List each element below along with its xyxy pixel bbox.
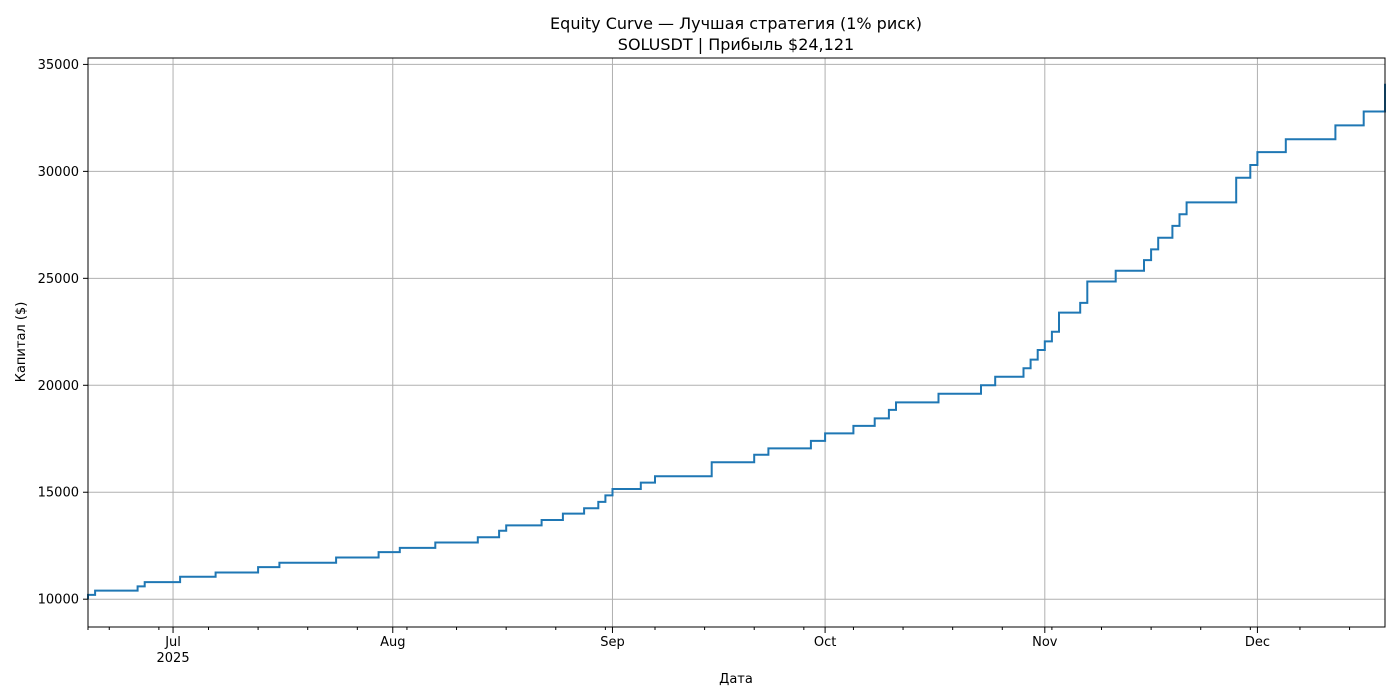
- x-tick-label: Jul: [164, 635, 181, 650]
- y-tick-label: 10000: [38, 593, 79, 608]
- equity-series-line: [87, 83, 1386, 600]
- x-axis-label: Дата: [719, 672, 753, 687]
- y-tick-label: 15000: [38, 486, 79, 501]
- x-tick-label: Aug: [380, 635, 405, 650]
- chart-subtitle: SOLUSDT | Прибыль $24,121: [618, 35, 854, 54]
- x-tick-label: Sep: [600, 635, 625, 650]
- x-tick-label: Nov: [1032, 635, 1058, 650]
- y-axis-label: Капитал ($): [14, 302, 29, 383]
- y-tick-label: 25000: [38, 272, 79, 287]
- x-tick-label: Dec: [1245, 635, 1270, 650]
- series-layer: [87, 83, 1386, 600]
- x-tick-label: Oct: [814, 635, 836, 650]
- x-tick-sublabel: 2025: [157, 651, 190, 666]
- y-tick-label: 30000: [38, 165, 79, 180]
- y-tick-label: 20000: [38, 379, 79, 394]
- chart-title: Equity Curve — Лучшая стратегия (1% риск…: [550, 14, 922, 33]
- y-tick-label: 35000: [38, 58, 79, 73]
- plot-frame: [87, 57, 1386, 628]
- grid-lines: [88, 58, 1385, 627]
